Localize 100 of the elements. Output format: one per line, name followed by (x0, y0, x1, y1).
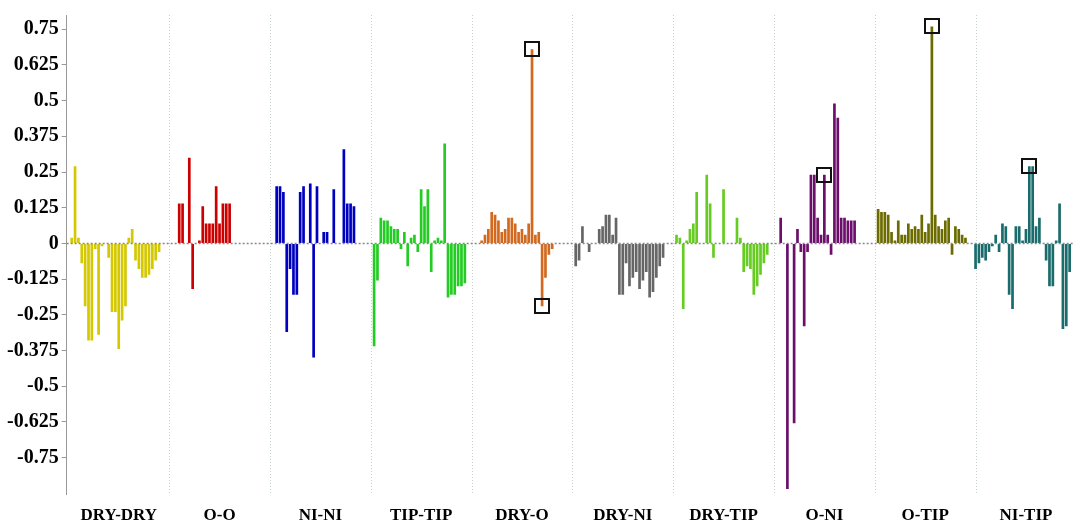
bar (886, 214, 890, 243)
y-tick-label: 0 (48, 230, 59, 253)
bar (228, 203, 231, 243)
bar (786, 243, 789, 489)
bar (507, 217, 510, 243)
bar (312, 243, 315, 358)
bar (443, 143, 447, 243)
bar (618, 243, 621, 295)
bar (833, 103, 836, 243)
bar (406, 243, 410, 267)
bar (880, 211, 883, 243)
bar (681, 243, 685, 310)
bar (796, 229, 799, 243)
bar (957, 229, 961, 243)
bar (947, 217, 951, 243)
bar (413, 234, 416, 243)
bar (1058, 203, 1061, 243)
bar (742, 243, 746, 272)
y-tick-label: 0.25 (23, 159, 59, 182)
y-tick-label: -0.25 (16, 301, 59, 324)
bar (177, 203, 181, 243)
bar (460, 243, 463, 287)
bar (920, 214, 924, 243)
bar (302, 186, 305, 243)
bar (208, 223, 211, 243)
x-tick-label: NI-TIP (999, 505, 1053, 525)
bar (943, 220, 947, 243)
bar (463, 243, 467, 284)
bar (1031, 166, 1035, 243)
y-tick-label: 0.625 (13, 52, 59, 75)
bar (144, 243, 147, 278)
bar (1038, 217, 1041, 243)
y-tick-label: 0.5 (33, 87, 59, 110)
bar (1027, 166, 1031, 243)
bar (628, 243, 631, 287)
bar (974, 243, 977, 270)
bar (954, 226, 957, 243)
bar (1051, 243, 1055, 287)
bar (823, 174, 826, 243)
bar (140, 243, 144, 278)
y-tick-label: 0.75 (23, 16, 59, 39)
x-tick-label: NI-NI (298, 505, 343, 525)
bar (712, 243, 715, 258)
bar (214, 186, 218, 243)
x-tick-label: O-NI (805, 505, 844, 525)
bar (853, 220, 856, 243)
bar (308, 183, 312, 243)
y-tick-label: -0.375 (6, 337, 59, 360)
bar (964, 237, 967, 243)
bar (453, 243, 457, 295)
bar (1004, 226, 1008, 243)
bar (705, 174, 709, 243)
y-tick-label: -0.5 (26, 373, 59, 396)
x-tick-label: O-TIP (901, 505, 949, 525)
bar (1048, 243, 1051, 287)
bar (292, 243, 295, 295)
bar (722, 189, 725, 243)
bar (537, 231, 541, 243)
bar (843, 217, 846, 243)
bar (433, 240, 436, 243)
x-tick-label: DRY-NI (593, 505, 653, 525)
bar (779, 217, 783, 243)
bar (675, 234, 678, 243)
bar (450, 243, 453, 295)
y-tick-label: 0.375 (13, 123, 59, 146)
x-tick-label: DRY-DRY (80, 505, 158, 525)
bar (191, 243, 195, 290)
bar (907, 223, 910, 243)
y-tick-label: -0.75 (16, 444, 59, 467)
y-tick-label: -0.125 (6, 266, 59, 289)
bar (130, 229, 134, 243)
bar (349, 203, 352, 243)
y-tick-label: -0.625 (6, 408, 59, 431)
bar (581, 226, 584, 243)
bar (181, 203, 184, 243)
bar (648, 243, 651, 298)
bar (752, 243, 756, 295)
bar (802, 243, 806, 327)
bar (87, 243, 90, 341)
bar (396, 229, 399, 243)
bar (187, 157, 191, 243)
bar (695, 192, 699, 243)
bar (97, 243, 100, 335)
bar (883, 211, 887, 243)
bar (574, 243, 578, 267)
bar (994, 234, 998, 243)
bar (285, 243, 289, 332)
x-tick-label: TIP-TIP (389, 505, 453, 525)
bar (984, 243, 987, 261)
bar (201, 206, 205, 243)
bar (117, 243, 121, 350)
x-tick-label: O-O (203, 505, 236, 525)
bar (1001, 223, 1004, 243)
bar (1011, 243, 1014, 310)
bar (621, 243, 625, 295)
bar (332, 189, 336, 243)
x-tick-label: DRY-O (495, 505, 549, 525)
bar (896, 220, 900, 243)
bar (386, 220, 389, 243)
bar (382, 220, 386, 243)
